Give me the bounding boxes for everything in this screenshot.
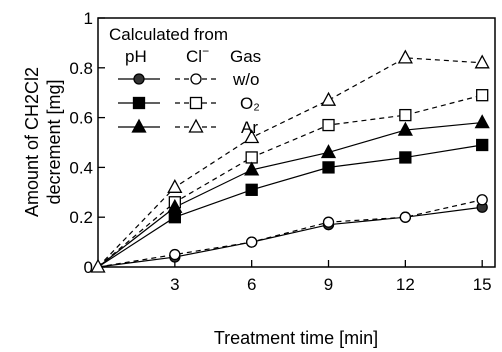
data-point-triangle [397,121,413,136]
series-line-ph-ar [97,121,483,268]
legend-col-gas: Gas [230,47,261,66]
data-point-triangle [167,178,183,193]
legend-row-wo: w/o [232,70,259,89]
y-axis-label: Amount of CH2Cl2 decrement [mg] [22,67,64,217]
data-point-square [322,161,335,174]
legend-markers [118,73,217,133]
data-point-circle [169,248,181,261]
data-point-square [322,118,335,132]
legend-row-ar: Ar [241,118,258,137]
legend-marker-open-square [189,96,203,110]
series-line-ph-w/o [97,206,483,268]
data-point-triangle [474,114,490,129]
data-point-square [399,151,412,164]
data-point-triangle [474,54,490,69]
x-tick-label: 9 [324,275,333,294]
legend-marker-filled-triangle [131,118,147,133]
data-point-triangle [397,49,413,64]
x-tick-label: 3 [170,275,179,294]
legend-marker-open-triangle [188,118,204,133]
y-tick-label: 0.2 [69,208,93,227]
y-tick-label: 0.6 [69,109,93,128]
data-point-square [245,151,258,164]
legend-marker-filled-circle [133,73,145,85]
legend-marker-open-circle [190,73,202,85]
data-point-triangle [320,144,337,159]
data-point-circle [246,236,258,248]
series-line-cl-o2 [97,94,483,268]
data-point-square [168,211,181,224]
data-point-triangle [244,161,260,176]
data-point-square [476,89,489,102]
origin-data-point [90,258,106,273]
x-tick-label: 6 [247,275,256,294]
legend-col-cl: Cl− [186,44,209,66]
x-axis-label: Treatment time [min] [214,328,378,348]
series-lines [97,57,483,268]
series-line-cl-ar [97,57,483,268]
y-axis-label-line2: decrement [mg] [44,79,64,204]
data-point-square [399,108,412,122]
y-tick-label: 1 [84,9,93,28]
legend-col-ph: pH [125,47,147,66]
legend-title: Calculated from [109,25,228,44]
series-line-ph-o2 [97,144,483,268]
y-tick-label: 0 [84,258,93,277]
legend: Calculated from pH Cl− Gas w/o O₂ Ar [109,25,261,137]
series-line-cl-w/o [97,199,483,268]
data-point-circle [476,194,488,206]
plot-frame [97,17,496,268]
data-point-square [476,138,489,152]
data-point-circle [322,216,335,228]
data-point-triangle [320,91,337,106]
legend-row-o2: O₂ [240,94,260,113]
y-tick-label: 0.8 [69,59,93,78]
data-point-circle [399,211,412,223]
x-tick-label: 15 [473,275,492,294]
axis-ticks: 3 6 9 12 15 0 0.2 0.4 0.6 0.8 1 [69,9,491,294]
data-point-triangle [167,198,183,213]
series-markers [90,49,490,273]
y-tick-label: 0.4 [69,158,93,177]
data-point-square [245,183,258,196]
data-point-triangle [244,129,260,144]
y-axis-label-line1: Amount of CH2Cl2 [22,67,42,217]
x-tick-label: 12 [396,275,415,294]
legend-marker-filled-square [132,96,146,110]
